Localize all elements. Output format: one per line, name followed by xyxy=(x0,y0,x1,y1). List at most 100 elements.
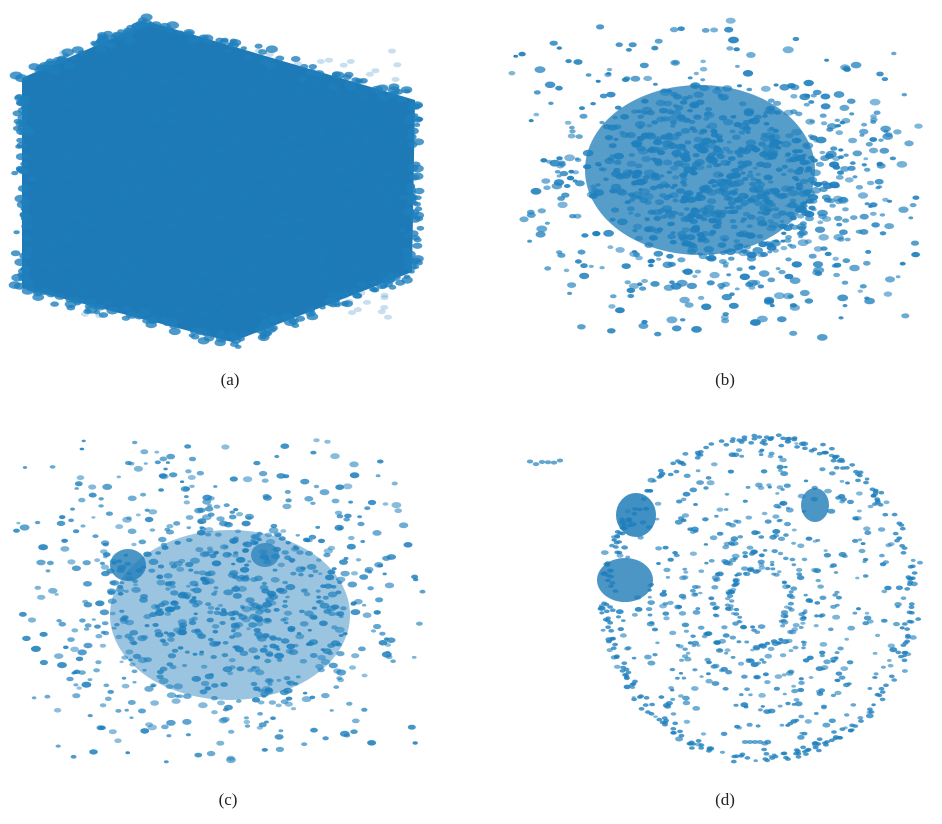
point xyxy=(313,570,319,574)
point xyxy=(806,748,812,752)
point xyxy=(399,522,408,528)
point xyxy=(568,134,576,139)
point xyxy=(117,585,123,589)
point xyxy=(736,167,743,171)
point xyxy=(758,284,764,288)
point xyxy=(159,473,167,478)
point xyxy=(305,551,313,556)
point xyxy=(701,304,711,311)
point xyxy=(583,150,594,157)
point xyxy=(730,130,736,134)
point xyxy=(589,193,598,199)
point xyxy=(77,237,85,242)
point xyxy=(708,442,714,446)
point xyxy=(394,140,402,145)
point xyxy=(281,638,290,643)
point xyxy=(359,574,368,580)
point xyxy=(35,521,40,524)
point xyxy=(696,585,701,588)
point xyxy=(280,141,288,146)
point xyxy=(280,529,286,533)
point xyxy=(687,109,693,113)
point xyxy=(137,187,145,192)
point xyxy=(777,485,784,489)
point xyxy=(833,165,841,170)
point xyxy=(821,103,831,109)
point xyxy=(64,263,72,268)
point xyxy=(671,731,677,735)
point xyxy=(729,452,736,457)
point xyxy=(390,127,398,132)
point xyxy=(375,597,383,602)
point xyxy=(260,312,268,317)
point xyxy=(20,161,28,166)
point xyxy=(193,185,201,190)
point xyxy=(802,612,806,615)
point xyxy=(881,619,888,623)
point xyxy=(263,559,271,564)
point xyxy=(392,502,402,508)
point xyxy=(712,220,717,223)
point xyxy=(804,594,808,597)
point xyxy=(194,753,202,758)
point xyxy=(59,51,67,56)
point xyxy=(194,613,198,616)
point xyxy=(601,602,607,606)
point xyxy=(24,247,33,253)
point xyxy=(711,184,717,188)
point xyxy=(897,161,908,168)
point xyxy=(692,706,700,711)
point xyxy=(218,309,226,314)
point xyxy=(901,596,907,600)
point xyxy=(614,160,622,165)
point xyxy=(744,245,751,250)
point xyxy=(246,627,250,630)
point xyxy=(688,76,693,79)
point xyxy=(660,592,668,597)
point xyxy=(357,515,362,518)
point xyxy=(393,62,401,67)
point xyxy=(799,677,804,680)
point xyxy=(778,552,783,555)
point xyxy=(266,45,278,53)
point xyxy=(801,646,806,649)
point xyxy=(762,162,772,168)
point xyxy=(728,156,736,161)
point xyxy=(699,143,709,150)
point xyxy=(536,226,547,233)
point xyxy=(236,512,243,516)
point xyxy=(604,610,610,614)
point xyxy=(640,63,649,69)
point xyxy=(201,187,209,192)
point xyxy=(125,77,133,82)
point xyxy=(677,231,687,237)
point xyxy=(635,607,643,612)
point xyxy=(599,266,604,269)
point xyxy=(329,292,337,297)
point xyxy=(759,566,766,570)
point xyxy=(701,217,708,221)
point xyxy=(769,756,775,760)
point xyxy=(231,337,242,344)
point xyxy=(70,56,77,60)
point xyxy=(39,245,47,250)
point xyxy=(778,444,784,448)
point xyxy=(623,169,634,176)
point xyxy=(364,569,371,573)
point xyxy=(194,508,203,514)
point xyxy=(663,160,673,166)
point xyxy=(149,612,157,617)
point xyxy=(59,515,65,519)
point xyxy=(644,242,653,248)
point xyxy=(848,138,857,144)
point xyxy=(317,132,325,137)
point xyxy=(347,544,356,550)
point xyxy=(606,92,615,98)
point xyxy=(308,629,312,632)
point xyxy=(743,555,749,558)
point xyxy=(114,623,120,626)
point xyxy=(513,55,518,58)
point xyxy=(114,738,121,743)
point xyxy=(837,295,848,302)
point xyxy=(672,175,679,179)
